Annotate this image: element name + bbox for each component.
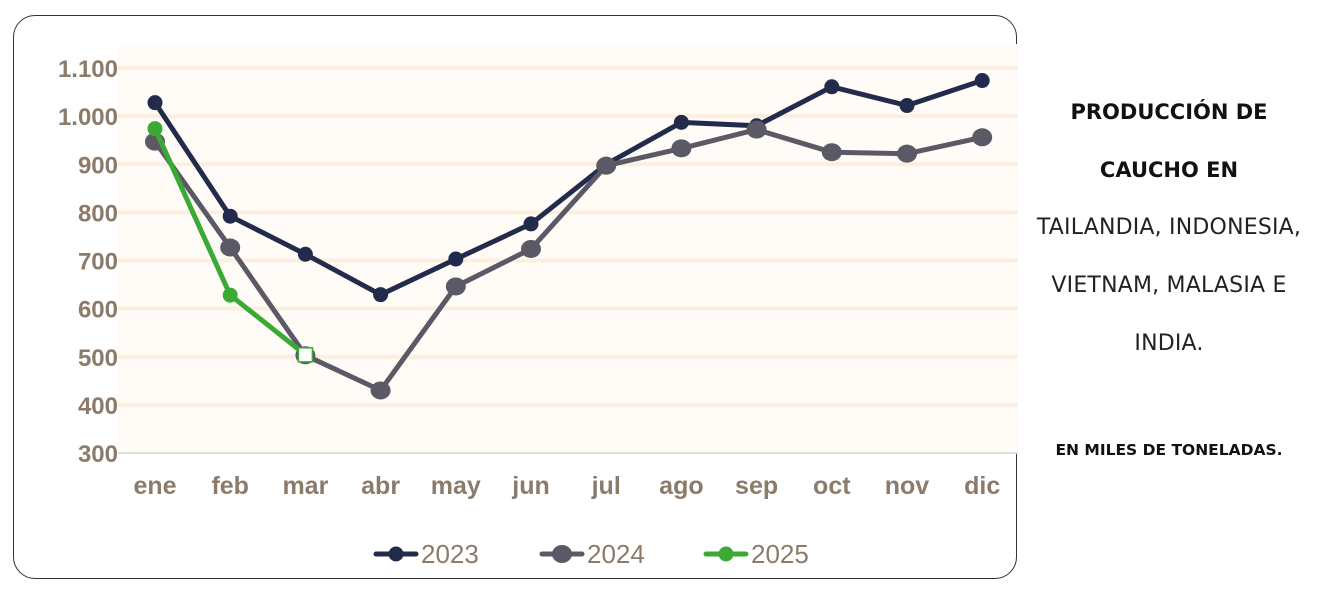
data-point <box>448 251 464 267</box>
data-point <box>220 238 241 257</box>
legend-marker-2025 <box>718 546 734 562</box>
y-tick-label: 300 <box>78 441 118 468</box>
legend-label-2025: 2025 <box>751 539 809 569</box>
x-tick-label: jul <box>591 472 621 500</box>
title-line-1: PRODUCCIÓN DE <box>1070 100 1268 124</box>
series-line-2024 <box>152 127 985 393</box>
x-tick-label: may <box>431 472 481 500</box>
data-point <box>521 239 541 258</box>
data-point <box>523 216 539 232</box>
data-point <box>370 381 391 400</box>
data-point <box>671 139 692 158</box>
unit-note: EN MILES DE TONELADAS. <box>1055 441 1283 459</box>
data-point <box>373 287 389 303</box>
x-tick-label: feb <box>211 472 249 500</box>
y-tick-label: 600 <box>78 297 118 324</box>
data-point <box>147 121 163 137</box>
chart-frame: 1.100 1.000 900 800 700 600 500 400 300 ene feb mar… <box>13 15 1018 579</box>
data-point <box>297 347 314 363</box>
data-point <box>821 143 842 162</box>
y-tick-label: 1.100 <box>58 56 118 83</box>
data-point <box>222 208 238 224</box>
legend-marker-2024 <box>552 545 572 563</box>
data-point <box>147 95 163 111</box>
legend-label-2023: 2023 <box>421 539 479 569</box>
title-line-3: TAILANDIA, INDONESIA, <box>1036 215 1302 240</box>
data-point <box>897 144 917 163</box>
data-point <box>746 120 767 139</box>
data-point <box>673 114 689 130</box>
x-tick-label: sep <box>735 472 778 500</box>
x-tick-label: ene <box>133 472 176 500</box>
x-tick-label: nov <box>885 472 930 500</box>
series-line-2023 <box>152 78 985 298</box>
y-tick-label: 400 <box>78 393 118 420</box>
x-tick-label: jun <box>511 472 550 500</box>
title-line-4: VIETNAM, MALASIA E <box>1051 273 1287 298</box>
y-tick-label: 800 <box>78 200 118 227</box>
data-point <box>445 277 466 296</box>
chart-title: PRODUCCIÓN DE CAUCHO EN TAILANDIA, INDON… <box>1018 88 1320 378</box>
x-tick-label: ago <box>659 472 703 500</box>
data-point <box>824 79 840 95</box>
data-point <box>222 287 238 303</box>
title-line-5: INDIA. <box>1134 331 1204 356</box>
data-point <box>899 98 915 114</box>
legend-marker-2023 <box>388 546 404 562</box>
x-tick-label: dic <box>964 472 1000 500</box>
title-line-2: CAUCHO EN <box>1099 158 1239 182</box>
x-tick-label: mar <box>282 472 328 500</box>
data-point <box>596 156 617 175</box>
x-tick-label: oct <box>813 472 851 500</box>
y-tick-label: 1.000 <box>58 104 118 131</box>
data-point <box>297 246 313 262</box>
data-point <box>972 128 993 147</box>
line-chart: 1.100 1.000 900 800 700 600 500 400 300 ene feb mar… <box>58 44 1018 569</box>
y-tick-label: 900 <box>78 152 118 179</box>
y-tick-label: 700 <box>78 249 118 276</box>
y-tick-label: 500 <box>78 345 118 372</box>
data-point <box>974 73 990 89</box>
plot-area <box>118 44 1018 454</box>
legend-label-2024: 2024 <box>587 539 645 569</box>
x-tick-label: abr <box>361 472 400 500</box>
